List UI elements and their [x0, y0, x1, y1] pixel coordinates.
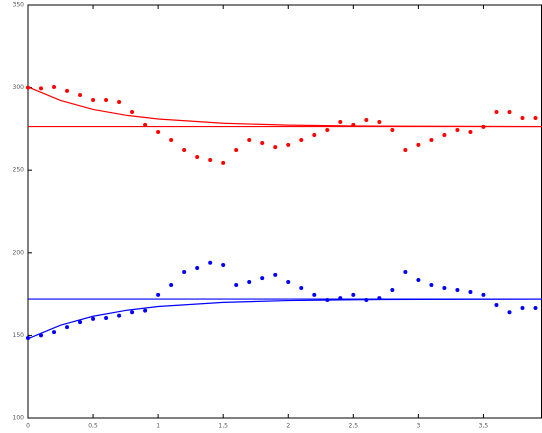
point — [221, 263, 226, 268]
x-tick-label: 1 — [156, 423, 160, 430]
point — [78, 320, 83, 325]
point — [52, 84, 57, 89]
point — [52, 330, 57, 335]
point — [247, 280, 252, 285]
y-tick-label: 150 — [13, 332, 25, 339]
point — [520, 305, 525, 310]
point — [65, 325, 70, 330]
x-tick-label: 0,5 — [88, 423, 98, 430]
point — [416, 142, 421, 147]
point — [104, 97, 109, 102]
point — [234, 283, 239, 288]
x-tick-label: 1,5 — [218, 423, 228, 430]
point — [507, 110, 512, 115]
point — [156, 292, 161, 297]
point — [208, 260, 213, 265]
point — [221, 160, 226, 165]
point — [260, 140, 265, 145]
point — [416, 278, 421, 283]
point — [390, 287, 395, 292]
point — [312, 133, 317, 138]
point — [195, 265, 200, 270]
point — [91, 97, 96, 102]
point — [195, 154, 200, 159]
y-tick-label: 100 — [13, 415, 25, 422]
point — [39, 86, 44, 91]
point — [182, 148, 187, 153]
point — [299, 137, 304, 142]
x-tick-label: 0 — [26, 423, 30, 430]
y-tick-label: 350 — [13, 2, 25, 9]
point — [39, 333, 44, 338]
point — [247, 137, 252, 142]
point — [312, 292, 317, 297]
y-tick-label: 200 — [13, 249, 25, 256]
point — [260, 276, 265, 281]
point — [182, 269, 187, 274]
point — [351, 292, 356, 297]
point — [117, 99, 122, 104]
point — [286, 142, 291, 147]
point — [156, 130, 161, 135]
point — [78, 93, 83, 98]
point — [208, 157, 213, 162]
point — [364, 117, 369, 122]
point — [234, 148, 239, 153]
point — [468, 289, 473, 294]
point — [65, 88, 70, 93]
point — [169, 283, 174, 288]
x-tick-label: 3,5 — [479, 423, 489, 430]
point — [494, 303, 499, 308]
point — [403, 269, 408, 274]
point — [325, 128, 330, 133]
point — [273, 145, 278, 150]
point — [26, 336, 30, 341]
point — [130, 310, 135, 315]
point — [442, 285, 447, 290]
point — [455, 287, 460, 292]
y-tick-label: 300 — [13, 84, 25, 91]
point — [143, 308, 148, 313]
point — [442, 133, 447, 138]
point — [533, 305, 538, 310]
point — [273, 272, 278, 277]
plot-frame — [27, 4, 542, 419]
point — [286, 280, 291, 285]
x-tick-label: 3 — [416, 423, 420, 430]
point — [455, 128, 460, 133]
point — [390, 128, 395, 133]
point — [520, 115, 525, 120]
point — [104, 316, 109, 321]
point — [169, 137, 174, 142]
y-tick-label: 250 — [13, 167, 25, 174]
point — [468, 130, 473, 135]
point — [429, 283, 434, 288]
point — [299, 285, 304, 290]
point — [533, 115, 538, 120]
point — [26, 85, 30, 90]
point — [403, 148, 408, 153]
point — [429, 137, 434, 142]
point — [494, 110, 499, 115]
point — [481, 292, 486, 297]
point — [117, 313, 122, 318]
x-tick-label: 2 — [286, 423, 290, 430]
point — [143, 122, 148, 127]
point — [338, 119, 343, 124]
point — [130, 110, 135, 115]
point — [377, 119, 382, 124]
line — [27, 86, 542, 128]
x-tick-label: 2,5 — [349, 423, 359, 430]
point — [91, 316, 96, 321]
point — [507, 310, 512, 315]
